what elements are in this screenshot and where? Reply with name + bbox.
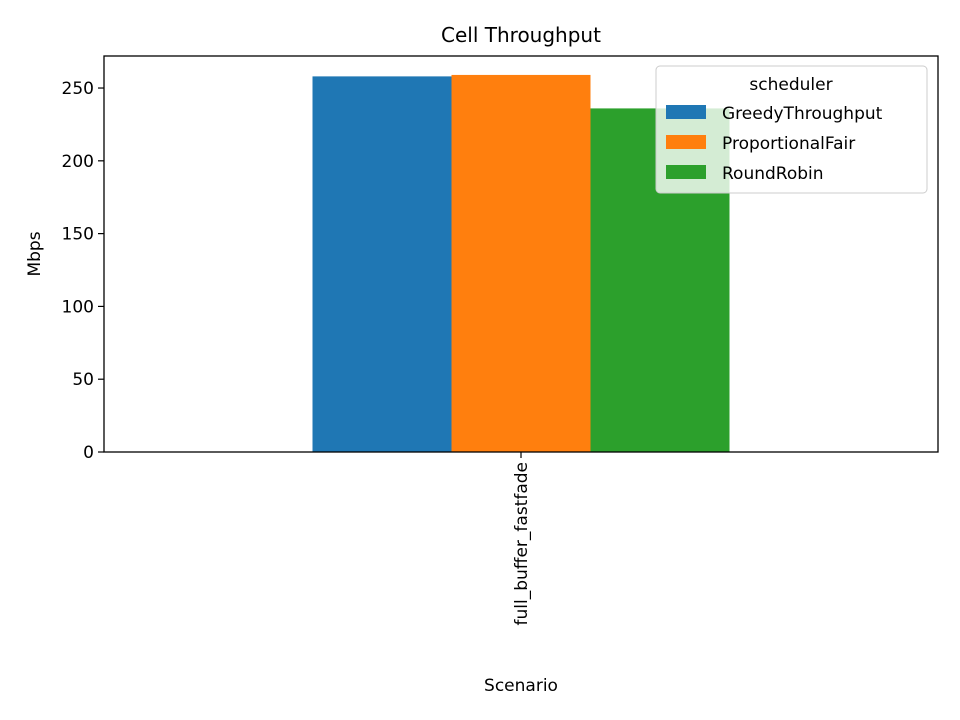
y-tick-label: 0 (83, 443, 94, 463)
legend-item-label: RoundRobin (722, 164, 824, 184)
legend-swatch (666, 105, 706, 119)
y-tick-label: 100 (62, 297, 94, 317)
legend-swatch (666, 165, 706, 179)
y-tick-label: 50 (72, 370, 94, 390)
bar (312, 76, 452, 452)
x-axis: full_buffer_fastfade (512, 452, 532, 626)
y-axis-label: Mbps (25, 231, 45, 276)
legend-item-label: GreedyThroughput (722, 104, 883, 124)
x-axis-label: Scenario (484, 676, 558, 696)
x-tick-label: full_buffer_fastfade (512, 462, 532, 626)
legend: scheduler GreedyThroughput ProportionalFa… (655, 65, 928, 194)
y-tick-label: 200 (62, 152, 94, 172)
legend-box (655, 65, 928, 194)
legend-swatch (666, 135, 706, 149)
legend-title: scheduler (749, 75, 832, 95)
legend-item-label: ProportionalFair (722, 134, 855, 154)
bar (451, 74, 591, 453)
y-axis: 0 50 100 150 200 250 (62, 79, 104, 463)
bars-layer (312, 74, 730, 453)
chart-title: Cell Throughput (441, 23, 601, 47)
y-tick-label: 250 (62, 79, 94, 99)
y-tick-label: 150 (62, 225, 94, 245)
